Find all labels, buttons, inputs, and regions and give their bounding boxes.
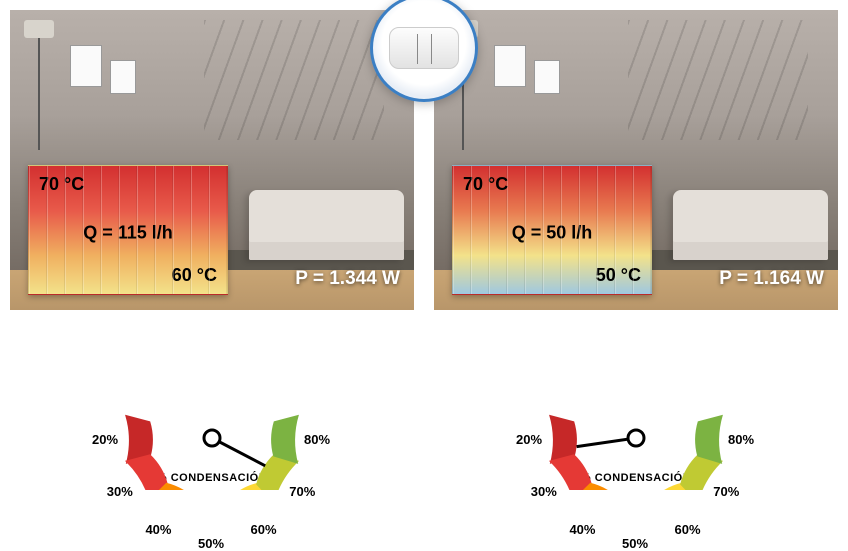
gauge-wrap: % CONDENSACIÓN 20%30%40%50%60%70%80% [10, 310, 414, 490]
gauge-segment [125, 454, 168, 490]
gauge-tick-label: 50% [622, 536, 648, 551]
lamp-decor [38, 30, 40, 150]
power-output: P = 1.344 W [295, 268, 400, 290]
gauge-tick-label: 40% [145, 522, 171, 537]
temp-bottom: 50 °C [596, 265, 641, 286]
lampshade-decor [24, 20, 54, 38]
sofa-decor [673, 190, 828, 260]
condensation-gauge: % CONDENSACIÓN 20%30%40%50%60%70%80% [476, 310, 796, 490]
condensation-gauge: % CONDENSACIÓN 20%30%40%50%60%70%80% [52, 310, 372, 490]
sofa-decor [249, 190, 404, 260]
radiator: 70 °C Q = 115 l/h 60 °C [28, 165, 228, 295]
temp-top: 70 °C [39, 174, 84, 195]
gauge-segment [271, 415, 299, 464]
gauge-segment [549, 454, 592, 490]
panel-left: 70 °C Q = 115 l/h 60 °C P = 1.344 W % CO… [10, 10, 414, 490]
radiator: 70 °C Q = 50 l/h 50 °C [452, 165, 652, 295]
gauge-svg [52, 310, 372, 490]
wall-frame [534, 60, 560, 94]
temp-bottom: 60 °C [172, 265, 217, 286]
room-scene: 70 °C Q = 50 l/h 50 °C P = 1.164 W [434, 10, 838, 310]
stairs-decor [628, 20, 808, 140]
stairs-decor [204, 20, 384, 140]
lamp-decor [462, 30, 464, 150]
gauge-hub [628, 430, 644, 446]
gauge-svg [476, 310, 796, 490]
flow-rate: Q = 115 l/h [83, 222, 173, 243]
gauge-wrap: % CONDENSACIÓN 20%30%40%50%60%70%80% [434, 310, 838, 490]
temp-top: 70 °C [463, 174, 508, 195]
gauge-tick-label: 60% [251, 522, 277, 537]
panel-right: 70 °C Q = 50 l/h 50 °C P = 1.164 W % CON… [434, 10, 838, 490]
flow-rate: Q = 50 l/h [512, 222, 593, 243]
gauge-tick-label: 40% [569, 522, 595, 537]
wall-frame [70, 45, 102, 87]
wall-frame [110, 60, 136, 94]
gauge-hub [204, 430, 220, 446]
gauge-segment [695, 415, 723, 464]
wall-frame [494, 45, 526, 87]
comparison-container: 70 °C Q = 115 l/h 60 °C P = 1.344 W % CO… [0, 0, 848, 500]
power-output: P = 1.164 W [719, 268, 824, 290]
gauge-tick-label: 60% [675, 522, 701, 537]
gauge-tick-label: 50% [198, 536, 224, 551]
lampshade-decor [448, 20, 478, 38]
room-scene: 70 °C Q = 115 l/h 60 °C P = 1.344 W [10, 10, 414, 310]
